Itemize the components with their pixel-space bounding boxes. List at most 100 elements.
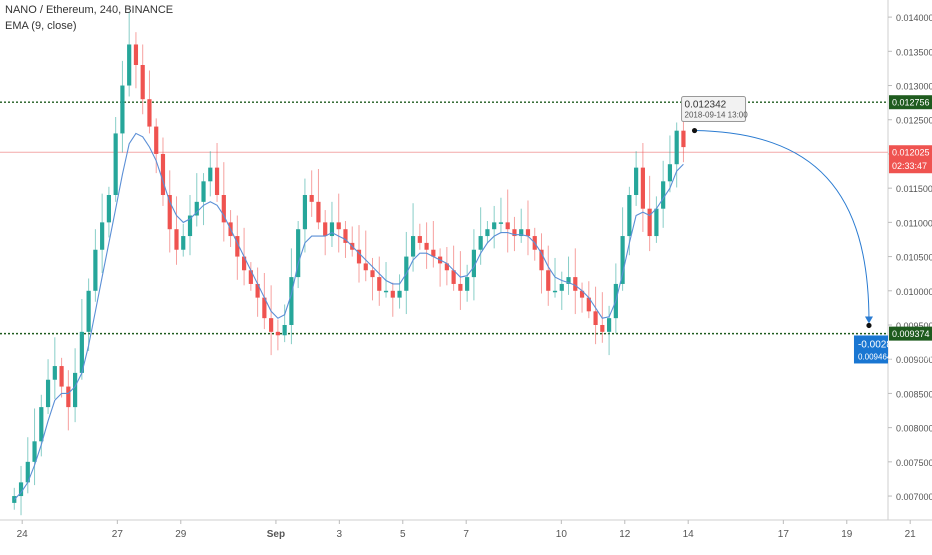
candle-body — [606, 318, 612, 332]
candle-body — [681, 130, 686, 148]
y-tick-label: 0.011500 — [896, 184, 932, 194]
candle-body — [498, 222, 504, 224]
candle-body — [390, 290, 395, 298]
x-tick-label: 5 — [400, 529, 406, 540]
candle-body — [620, 236, 625, 284]
candle-body — [275, 331, 280, 336]
candle-body — [329, 222, 335, 237]
candle-body — [262, 297, 267, 319]
candle-body — [492, 222, 497, 230]
y-tick-label: 0.007500 — [896, 458, 932, 468]
candle-body — [127, 44, 132, 86]
candle-body — [248, 270, 253, 284]
candle-body — [566, 277, 571, 284]
candle-body — [370, 270, 375, 278]
candle-body — [471, 249, 476, 278]
candle-body — [539, 249, 544, 271]
candle-body — [559, 283, 564, 291]
candle-body — [214, 167, 220, 195]
x-tick-label: 29 — [175, 529, 187, 540]
candle-body — [66, 386, 71, 408]
candle-body — [640, 167, 645, 209]
candle-body — [113, 133, 118, 195]
y-tick-label: 0.011000 — [896, 218, 932, 228]
x-tick-label: 27 — [112, 529, 124, 540]
candle-body — [289, 277, 294, 325]
peak-tooltip-price: 0.012342 — [685, 100, 727, 111]
y-tick-label: 0.009500 — [896, 321, 932, 331]
candle-body — [383, 290, 389, 293]
candle-body — [79, 331, 84, 373]
candle-body — [485, 229, 490, 237]
indicator-label[interactable]: EMA (9, close) — [5, 20, 77, 32]
candle-body — [593, 311, 598, 325]
peak-tooltip-box — [681, 96, 747, 123]
candle-body — [167, 195, 172, 230]
candle-body — [512, 229, 517, 237]
candle-body — [586, 297, 591, 312]
candle-body — [235, 236, 240, 257]
candle-body — [661, 181, 666, 209]
candle-body — [573, 277, 578, 291]
y-tick-label: 0.012500 — [896, 116, 932, 126]
level-price-tag-text: 0.009374 — [892, 329, 930, 339]
y-tick-label: 0.010500 — [896, 253, 932, 263]
candle-body — [654, 208, 659, 237]
candle-body — [241, 256, 247, 271]
candle-body — [424, 242, 429, 250]
projection-arc — [694, 130, 870, 322]
candle-body — [323, 222, 328, 237]
candle-body — [140, 65, 145, 100]
candle-body — [647, 208, 652, 237]
candle-body — [181, 236, 186, 250]
candle-body — [201, 181, 206, 202]
y-tick-label: 0.014000 — [896, 13, 932, 23]
candle-body — [552, 290, 558, 293]
candle-body — [458, 283, 463, 291]
candle-body — [444, 263, 449, 271]
y-tick-label: 0.008000 — [896, 424, 932, 434]
candle-body — [309, 195, 314, 202]
candle-body — [377, 277, 382, 291]
y-tick-label: 0.009000 — [896, 355, 932, 365]
candle-body — [187, 215, 193, 237]
candle-body — [302, 195, 308, 230]
last-price-tag-box — [889, 145, 932, 174]
last-price-tag: 0.012025 02:33:47 — [889, 145, 932, 174]
candle-body — [546, 270, 551, 291]
x-tick-label: 17 — [778, 529, 790, 540]
candle-body — [154, 126, 159, 154]
candle-body — [397, 290, 402, 298]
projection-change: -0.002878 (-23. — [858, 339, 926, 350]
candle-body — [255, 283, 260, 298]
peak-tooltip-time: 2018-09-14 13:00 — [685, 111, 749, 120]
x-tick-label: 12 — [619, 529, 631, 540]
candle-body — [356, 249, 362, 264]
y-tick-label: 0.013000 — [896, 82, 932, 92]
candle-body — [519, 229, 524, 237]
candle-body — [106, 195, 111, 223]
projection-price: 0.009464 — [858, 352, 892, 361]
x-tick-label: 19 — [841, 529, 853, 540]
x-tick-label: 21 — [905, 529, 917, 540]
candle-body — [194, 201, 199, 216]
candle-body — [52, 366, 57, 380]
candle-body — [32, 441, 37, 462]
candle-body — [221, 195, 226, 223]
candle-body — [174, 229, 179, 250]
candle-body — [160, 153, 166, 195]
candle-body — [12, 496, 17, 503]
countdown-text: 02:33:47 — [892, 161, 927, 171]
candle-body — [73, 372, 78, 408]
candle-body — [316, 201, 321, 223]
projection-arrowhead — [864, 316, 873, 324]
x-tick-label: 14 — [683, 529, 695, 540]
candle-body — [431, 249, 436, 257]
candles — [12, 11, 686, 516]
chart-title: NANO / Ethereum, 240, BINANCE — [5, 4, 174, 16]
candle-body — [627, 195, 632, 237]
candle-body — [478, 236, 483, 250]
x-tick-label: 7 — [463, 529, 469, 540]
